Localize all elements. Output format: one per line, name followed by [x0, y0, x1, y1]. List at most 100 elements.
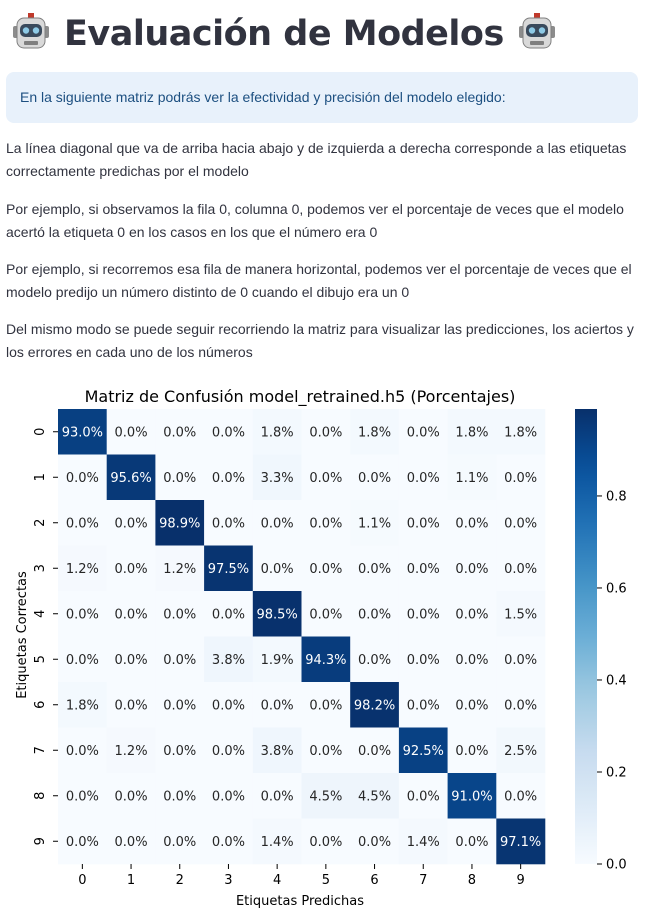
explanation-paragraph: Por ejemplo, si recorremos esa fila de m…: [6, 261, 632, 300]
cell-value-label: 3.3%: [261, 471, 294, 486]
heatmap-cell: [204, 454, 254, 501]
x-tick-label: 2: [176, 873, 184, 888]
cell-value-label: 1.8%: [358, 425, 391, 440]
heatmap-cell: [106, 591, 156, 637]
heatmap-cell: [155, 500, 205, 546]
heatmap-cell: [204, 773, 254, 819]
cell-value-label: 0.0%: [309, 516, 342, 531]
heatmap-cell: [398, 727, 448, 774]
cell-value-label: 0.0%: [163, 744, 196, 759]
cell-value-label: 1.8%: [261, 425, 294, 440]
cell-value-label: 0.0%: [212, 789, 245, 804]
heatmap-cell: [58, 454, 107, 501]
heatmap-cell: [447, 682, 497, 728]
cell-value-label: 0.0%: [261, 789, 294, 804]
y-tick-label: 1: [33, 473, 48, 481]
heatmap-cell: [447, 727, 497, 774]
cell-value-label: 0.0%: [407, 425, 440, 440]
y-tick-label: 8: [33, 792, 48, 800]
cell-value-label: 0.0%: [163, 425, 196, 440]
heatmap-cell: [398, 682, 448, 728]
cell-value-label: 97.5%: [208, 562, 249, 577]
cell-value-label: 0.0%: [66, 789, 99, 804]
x-tick-label: 0: [78, 873, 86, 888]
heatmap-cell: [58, 409, 107, 455]
cell-value-label: 0.0%: [261, 562, 294, 577]
heatmap-cell: [204, 727, 254, 774]
heatmap-cell: [204, 500, 254, 546]
heatmap-cell: [106, 818, 156, 865]
cell-value-label: 0.0%: [163, 698, 196, 713]
heatmap-cell: [350, 409, 400, 455]
heatmap-cell: [252, 591, 302, 637]
cell-value-label: 0.0%: [504, 471, 537, 486]
cell-value-label: 0.0%: [66, 835, 99, 850]
heatmap-cell: [447, 454, 497, 501]
heatmap-cell: [496, 727, 546, 774]
heatmap-cell: [204, 636, 254, 683]
heatmap-cell: [496, 591, 546, 637]
cell-value-label: 0.0%: [455, 562, 488, 577]
cell-value-label: 0.0%: [358, 835, 391, 850]
cell-value-label: 0.0%: [212, 835, 245, 850]
heatmap-cell: [398, 636, 448, 683]
cell-value-label: 0.0%: [212, 516, 245, 531]
heatmap-cell: [252, 500, 302, 546]
cell-value-label: 98.2%: [354, 698, 395, 713]
heatmap-cell: [350, 591, 400, 637]
cell-value-label: 0.0%: [163, 653, 196, 668]
cell-value-label: 0.0%: [407, 698, 440, 713]
cell-value-label: 0.0%: [115, 653, 148, 668]
cell-value-label: 0.0%: [309, 607, 342, 622]
cell-value-label: 0.0%: [455, 744, 488, 759]
cell-value-label: 2.5%: [504, 744, 537, 759]
heatmap-cell: [301, 636, 351, 683]
cell-value-label: 0.0%: [212, 698, 245, 713]
heatmap-cell: [398, 773, 448, 819]
heatmap-cell: [350, 818, 400, 865]
heatmap-cell: [496, 409, 546, 455]
cell-value-label: 0.0%: [115, 835, 148, 850]
heatmap-cell: [106, 409, 156, 455]
x-tick-label: 5: [322, 873, 330, 888]
heatmap-cell: [447, 818, 497, 865]
heatmap-cell: [58, 636, 107, 683]
cell-value-label: 0.0%: [212, 607, 245, 622]
y-tick-label: 2: [33, 519, 48, 527]
x-tick-label: 3: [224, 873, 232, 888]
heatmap-cell: [301, 409, 351, 455]
heatmap-cell: [252, 682, 302, 728]
cell-value-label: 0.0%: [309, 471, 342, 486]
cell-value-label: 0.0%: [358, 562, 391, 577]
cell-value-label: 0.0%: [407, 789, 440, 804]
heatmap-cell: [58, 818, 107, 865]
colorbar-tick-label: 0.6: [606, 581, 627, 596]
chart-title: Matriz de Confusión model_retrained.h5 (…: [85, 387, 516, 407]
heatmap-cell: [447, 409, 497, 455]
cell-value-label: 0.0%: [309, 562, 342, 577]
cell-value-label: 0.0%: [309, 425, 342, 440]
cell-value-label: 0.0%: [358, 744, 391, 759]
robot-face-icon: [13, 13, 49, 49]
cell-value-label: 0.0%: [66, 607, 99, 622]
heatmap-cell: [155, 591, 205, 637]
heatmap-cell: [398, 454, 448, 501]
heatmap-cell: [58, 591, 107, 637]
heatmap-cell: [496, 818, 546, 865]
cell-value-label: 0.0%: [309, 835, 342, 850]
heatmap-cell: [252, 773, 302, 819]
heatmap-cell: [155, 545, 205, 592]
heatmap-cell: [58, 773, 107, 819]
heatmap-cell: [252, 545, 302, 592]
cell-value-label: 3.8%: [261, 744, 294, 759]
colorbar-tick-label: 0.8: [606, 489, 627, 504]
heatmap-cell: [496, 545, 546, 592]
cell-value-label: 0.0%: [455, 698, 488, 713]
cell-value-label: 0.0%: [407, 653, 440, 668]
cell-value-label: 1.5%: [504, 607, 537, 622]
heatmap-cell: [301, 454, 351, 501]
x-axis-label: Etiquetas Predichas: [236, 894, 364, 909]
heatmap-cell: [301, 773, 351, 819]
colorbar-tick-label: 0.0: [606, 858, 627, 873]
cell-value-label: 1.4%: [407, 835, 440, 850]
